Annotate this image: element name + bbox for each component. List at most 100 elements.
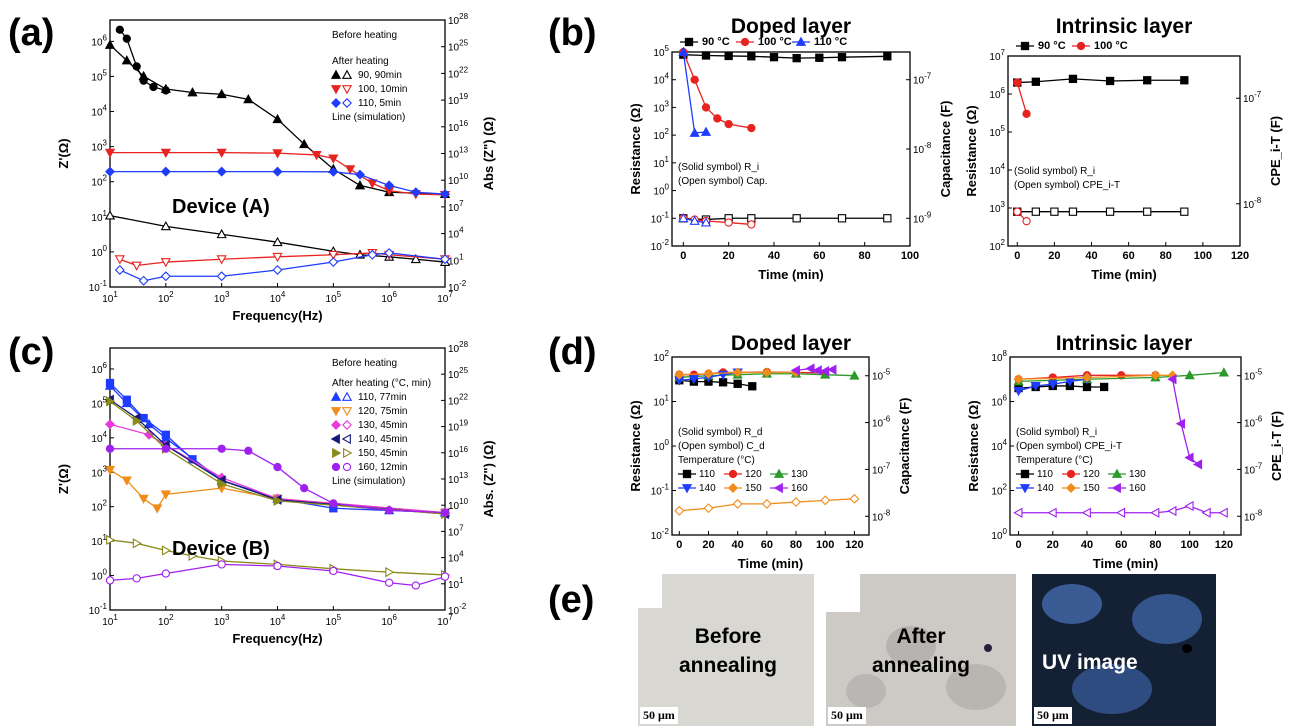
legend-entry: 130, 45min bbox=[358, 420, 407, 431]
y-tick-label: 106 bbox=[91, 361, 107, 376]
data-point bbox=[440, 254, 450, 265]
data-point bbox=[1150, 370, 1161, 381]
data-point bbox=[747, 123, 756, 133]
chart-b1 bbox=[671, 36, 911, 247]
legend-entry: 110 bbox=[1037, 469, 1053, 480]
x-tick-label: 106 bbox=[381, 290, 397, 305]
data-point bbox=[790, 365, 800, 376]
legend-entry: 150 bbox=[1083, 483, 1100, 494]
y2-axis-label: Abs. (Z") (Ω) bbox=[481, 440, 496, 517]
data-point bbox=[299, 138, 310, 149]
plot-area-b2 bbox=[1007, 55, 1241, 247]
y-tick-label: 101 bbox=[653, 155, 669, 170]
data-point bbox=[713, 114, 722, 123]
data-point bbox=[1031, 207, 1040, 216]
panel-label-b: (b) bbox=[548, 12, 597, 54]
x-axis-label: Time (min) bbox=[1091, 267, 1157, 282]
x-tick-label: 40 bbox=[1085, 250, 1097, 262]
note-text: (Open symbol) C_d bbox=[678, 441, 765, 452]
data-point bbox=[1105, 207, 1115, 216]
legend-after-heating: After heating bbox=[332, 56, 389, 67]
y2-axis-label: CPE_i-T (F) bbox=[1268, 116, 1283, 186]
data-point bbox=[1167, 505, 1177, 517]
y-tick-label: 101 bbox=[653, 394, 669, 409]
data-point bbox=[678, 46, 689, 56]
y-tick-label: 105 bbox=[653, 44, 669, 59]
data-point bbox=[354, 169, 365, 180]
legend-marker bbox=[773, 468, 785, 478]
x-axis-label: Frequency(Hz) bbox=[232, 308, 322, 323]
y2-tick-label: 1025 bbox=[448, 39, 469, 54]
x-tick-label: 0 bbox=[676, 539, 682, 551]
legend-marker bbox=[1020, 469, 1030, 479]
photo-uv-label: UV image bbox=[1042, 651, 1138, 674]
legend-entry: 130 bbox=[1129, 469, 1146, 480]
data-point bbox=[272, 264, 283, 275]
chart-d1 bbox=[671, 356, 870, 536]
data-point bbox=[384, 247, 395, 258]
x-tick-label: 80 bbox=[859, 250, 871, 262]
y-tick-label: 100 bbox=[991, 527, 1007, 542]
legend-entry: 110, 77min bbox=[358, 392, 407, 403]
x-tick-label: 104 bbox=[270, 613, 286, 628]
x-axis-label: Frequency(Hz) bbox=[232, 631, 322, 646]
y-tick-label: 103 bbox=[989, 200, 1005, 215]
scale-bar: 50 μm bbox=[640, 707, 678, 724]
data-point bbox=[1105, 76, 1115, 86]
x-tick-label: 0 bbox=[1015, 539, 1021, 551]
y2-tick-label: 1019 bbox=[448, 92, 469, 107]
data-point bbox=[132, 415, 142, 426]
legend-entry: 120, 75min bbox=[358, 406, 407, 417]
y2-tick-label: 1016 bbox=[448, 119, 469, 134]
legend-entry: 110 °C bbox=[814, 36, 847, 48]
data-point bbox=[1167, 374, 1177, 385]
legend-marker bbox=[1111, 468, 1123, 478]
y-tick-label: 10-1 bbox=[651, 483, 670, 498]
y2-axis-label: Capacitance (F) bbox=[938, 101, 953, 198]
y2-axis-label: Capacitance (F) bbox=[897, 398, 912, 495]
data-point bbox=[272, 252, 283, 263]
data-point bbox=[1192, 459, 1203, 470]
x-tick-label: 104 bbox=[270, 290, 286, 305]
legend-entry: 100, 10min bbox=[358, 84, 407, 95]
data-point bbox=[703, 503, 714, 514]
data-point bbox=[1115, 507, 1126, 518]
data-point bbox=[161, 444, 170, 453]
data-point bbox=[440, 508, 450, 517]
x-tick-label: 106 bbox=[381, 613, 397, 628]
data-point bbox=[1030, 382, 1041, 392]
data-point bbox=[149, 82, 158, 92]
y-tick-label: 102 bbox=[653, 349, 669, 364]
y-tick-label: 105 bbox=[91, 68, 107, 83]
data-point bbox=[105, 576, 115, 585]
data-point bbox=[367, 179, 378, 189]
data-point bbox=[273, 462, 282, 472]
data-point bbox=[1050, 207, 1059, 216]
series-line bbox=[683, 54, 888, 59]
legend-marker bbox=[773, 482, 783, 494]
y-tick-label: 10-2 bbox=[651, 238, 670, 253]
y2-tick-label: 104 bbox=[448, 226, 464, 241]
x-tick-label: 103 bbox=[214, 613, 230, 628]
legend-marker bbox=[740, 37, 750, 47]
y-tick-label: 101 bbox=[91, 209, 107, 224]
data-point bbox=[328, 257, 339, 268]
data-point bbox=[689, 215, 700, 225]
y2-tick-label: 101 bbox=[448, 252, 464, 267]
legend-marker bbox=[1066, 483, 1076, 493]
y-tick-label: 104 bbox=[91, 430, 107, 445]
x-tick-label: 60 bbox=[1115, 539, 1127, 551]
data-point bbox=[106, 396, 116, 407]
data-point bbox=[1184, 500, 1194, 512]
x-tick-label: 60 bbox=[1123, 250, 1135, 262]
data-point bbox=[724, 218, 733, 227]
y-axis-label: Resistance (Ω) bbox=[964, 105, 979, 196]
y2-tick-label: 1010 bbox=[448, 172, 469, 187]
x-tick-label: 103 bbox=[214, 290, 230, 305]
legend-entry: 120 bbox=[745, 469, 762, 480]
data-point bbox=[1180, 207, 1189, 216]
data-point bbox=[440, 572, 450, 581]
data-point bbox=[329, 566, 338, 576]
data-point bbox=[1099, 382, 1109, 392]
legend-marker bbox=[1111, 482, 1121, 494]
